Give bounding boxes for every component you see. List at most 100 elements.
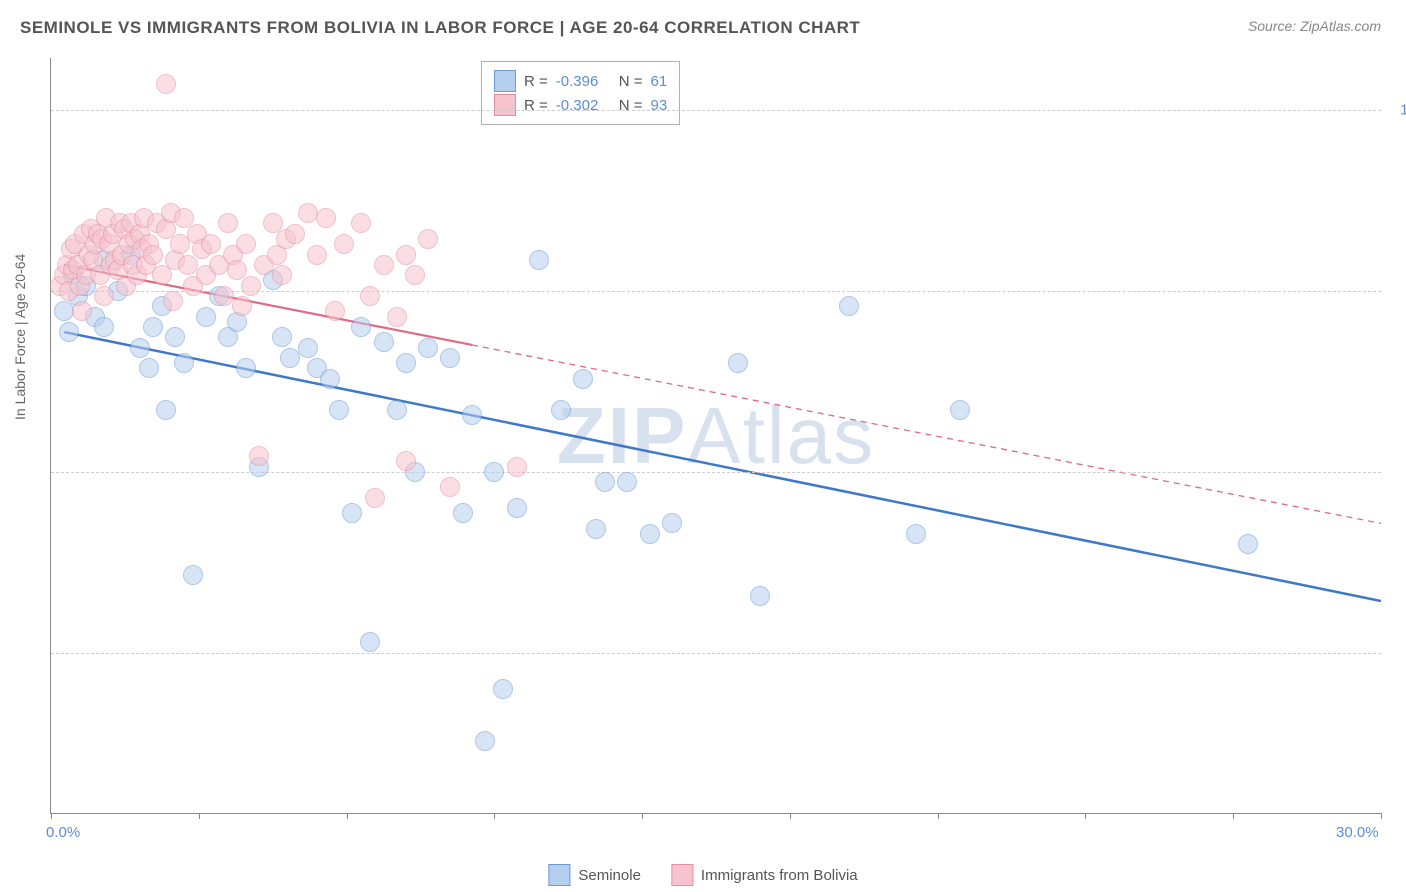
data-point [139, 358, 159, 378]
x-tick [347, 813, 348, 819]
x-tick [1085, 813, 1086, 819]
stats-n-value: 61 [651, 73, 668, 90]
data-point [130, 338, 150, 358]
data-point [374, 255, 394, 275]
bottom-legend-label: Seminole [578, 867, 641, 884]
data-point [440, 348, 460, 368]
data-point [272, 265, 292, 285]
data-point [94, 286, 114, 306]
data-point [174, 353, 194, 373]
stats-r-label: R = [524, 73, 548, 90]
data-point [316, 208, 336, 228]
stats-r-value: -0.302 [556, 97, 611, 114]
bottom-legend-item: Immigrants from Bolivia [671, 864, 858, 886]
y-tick-label: 100.0% [1391, 101, 1406, 118]
data-point [152, 265, 172, 285]
data-point [165, 327, 185, 347]
data-point [183, 565, 203, 585]
stats-row: R = -0.396 N = 61 [494, 70, 667, 92]
legend-swatch [494, 94, 516, 116]
data-point [285, 224, 305, 244]
data-point [196, 307, 216, 327]
x-tick [1381, 813, 1382, 819]
data-point [325, 301, 345, 321]
data-point [453, 503, 473, 523]
data-point [906, 524, 926, 544]
data-point [236, 358, 256, 378]
data-point [387, 307, 407, 327]
x-tick [790, 813, 791, 819]
data-point [232, 296, 252, 316]
data-point [201, 234, 221, 254]
data-point [374, 332, 394, 352]
data-point [440, 477, 460, 497]
x-tick-label: 30.0% [1336, 824, 1379, 841]
y-tick-label: 47.5% [1391, 644, 1406, 661]
data-point [342, 503, 362, 523]
data-point [143, 245, 163, 265]
legend-swatch [671, 864, 693, 886]
stats-legend-box: R = -0.396 N = 61R = -0.302 N = 93 [481, 61, 680, 125]
data-point [360, 286, 380, 306]
data-point [728, 353, 748, 373]
data-point [163, 291, 183, 311]
stats-r-value: -0.396 [556, 73, 611, 90]
y-axis-label: In Labor Force | Age 20-64 [12, 254, 28, 420]
data-point [72, 301, 92, 321]
data-point [573, 369, 593, 389]
data-point [551, 400, 571, 420]
data-point [662, 513, 682, 533]
gridline-horizontal [51, 110, 1381, 111]
data-point [307, 245, 327, 265]
data-point [214, 286, 234, 306]
data-point [950, 400, 970, 420]
trend-line-dashed [472, 345, 1381, 523]
trend-lines-layer [51, 58, 1381, 813]
data-point [329, 400, 349, 420]
data-point [484, 462, 504, 482]
data-point [59, 322, 79, 342]
data-point [249, 446, 269, 466]
data-point [405, 265, 425, 285]
data-point [280, 348, 300, 368]
data-point [750, 586, 770, 606]
data-point [241, 276, 261, 296]
data-point [178, 255, 198, 275]
data-point [507, 498, 527, 518]
stats-n-label: N = [619, 73, 643, 90]
x-tick [1233, 813, 1234, 819]
stats-n-value: 93 [651, 97, 668, 114]
data-point [595, 472, 615, 492]
data-point [351, 317, 371, 337]
data-point [418, 229, 438, 249]
stats-n-label: N = [619, 97, 643, 114]
data-point [334, 234, 354, 254]
source-label: Source: ZipAtlas.com [1248, 18, 1381, 34]
data-point [365, 488, 385, 508]
x-tick [938, 813, 939, 819]
gridline-horizontal [51, 653, 1381, 654]
y-tick-label: 82.5% [1391, 282, 1406, 299]
bottom-legend: Seminole Immigrants from Bolivia [548, 864, 857, 886]
data-point [586, 519, 606, 539]
data-point [170, 234, 190, 254]
legend-swatch [494, 70, 516, 92]
data-point [298, 338, 318, 358]
legend-swatch [548, 864, 570, 886]
data-point [462, 405, 482, 425]
y-tick-label: 65.0% [1391, 463, 1406, 480]
data-point [360, 632, 380, 652]
data-point [236, 234, 256, 254]
data-point [493, 679, 513, 699]
stats-row: R =-0.302N =93 [494, 94, 667, 116]
x-tick-label: 0.0% [46, 824, 80, 841]
data-point [94, 317, 114, 337]
data-point [156, 74, 176, 94]
chart-plot-area: ZIPAtlas R =-0.396N =61R =-0.302N =93 47… [50, 58, 1381, 814]
x-tick [642, 813, 643, 819]
watermark: ZIPAtlas [557, 390, 875, 482]
chart-title: SEMINOLE VS IMMIGRANTS FROM BOLIVIA IN L… [20, 18, 860, 38]
data-point [218, 213, 238, 233]
data-point [351, 213, 371, 233]
data-point [143, 317, 163, 337]
